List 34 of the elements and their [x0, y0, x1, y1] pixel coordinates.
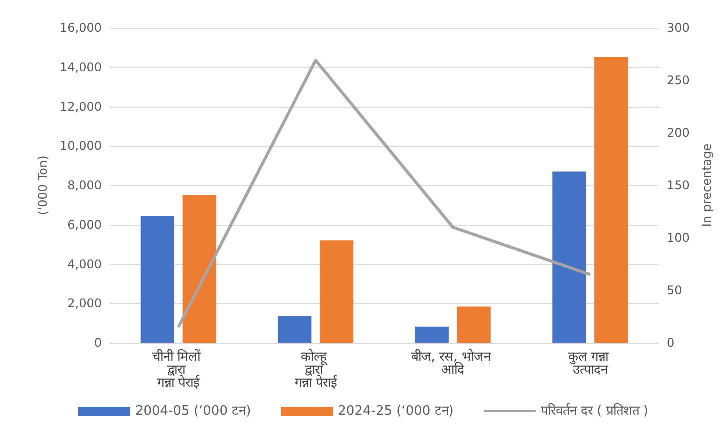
bar	[278, 316, 312, 343]
y2-tick-label: 250	[667, 74, 690, 88]
bar	[552, 172, 586, 343]
y-tick-label: 12,000	[60, 100, 102, 114]
y-tick-label: 0	[94, 336, 102, 350]
x-tick-label: बीज, रस, भोजन आदि	[411, 349, 495, 378]
bar	[320, 240, 354, 343]
bar	[140, 216, 174, 343]
y-tick-label: 14,000	[60, 60, 102, 74]
y2-tick-label: 50	[667, 284, 682, 298]
legend-label: 2024-25 (‘000 टन)	[338, 404, 454, 419]
y-axis-title: ('000 Ton)	[36, 156, 50, 216]
y-tick-label: 4,000	[68, 257, 102, 272]
y-tick-label: 16,000	[60, 21, 102, 35]
x-tick-label: चीनी मिलों द्वारा गन्ना पेराई	[152, 349, 205, 391]
y-tick-label: 10,000	[60, 139, 102, 154]
y-tick-label: 2,000	[68, 296, 102, 311]
x-tick-label: कुल गन्ना उत्पादन	[568, 350, 613, 378]
line-series	[177, 59, 592, 329]
y-tick-label: 8,000	[68, 178, 102, 192]
x-tick-label: कोल्हू द्वारा गन्ना पेराई	[294, 349, 338, 391]
bar	[457, 306, 491, 343]
legend-label: परिवर्तन दर ( प्रतिशत )	[540, 403, 649, 419]
legend-label: 2004-05 (‘000 टन)	[135, 404, 252, 419]
bar	[594, 58, 628, 343]
bar	[415, 326, 449, 343]
y2-tick-label: 0	[667, 336, 675, 350]
bar	[182, 195, 216, 343]
y2-tick-label: 100	[667, 231, 690, 245]
y2-tick-label: 200	[667, 126, 690, 140]
y2-tick-label: 150	[667, 178, 690, 192]
y2-tick-label: 300	[667, 21, 690, 35]
y-tick-label: 6,000	[68, 218, 102, 232]
y2-axis-title: In precentage	[700, 144, 714, 228]
